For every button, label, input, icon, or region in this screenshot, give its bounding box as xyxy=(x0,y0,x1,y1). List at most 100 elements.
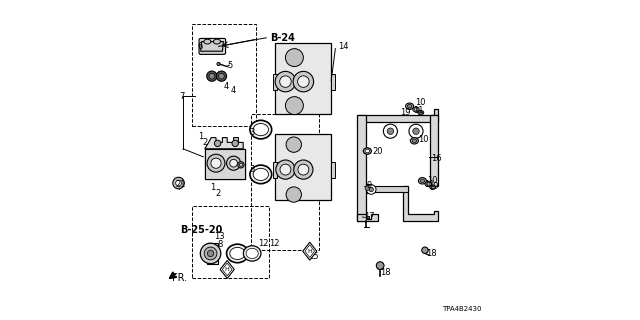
Text: 3: 3 xyxy=(249,165,254,174)
Circle shape xyxy=(232,140,238,147)
Bar xyxy=(207,243,218,264)
Text: FR.: FR. xyxy=(172,273,188,284)
Circle shape xyxy=(175,180,182,186)
Ellipse shape xyxy=(204,39,211,44)
Text: 3: 3 xyxy=(249,128,254,137)
Text: 15: 15 xyxy=(308,252,318,261)
Text: 10: 10 xyxy=(418,135,428,144)
Polygon shape xyxy=(357,109,438,122)
Text: 21: 21 xyxy=(175,180,186,188)
Circle shape xyxy=(239,163,243,166)
Text: 20: 20 xyxy=(372,147,383,156)
Text: H: H xyxy=(307,249,312,254)
Text: 5: 5 xyxy=(227,61,232,70)
Text: 11: 11 xyxy=(424,180,435,188)
Bar xyxy=(331,162,335,178)
Circle shape xyxy=(298,76,309,87)
Circle shape xyxy=(286,137,301,152)
Text: 18: 18 xyxy=(426,249,437,258)
Circle shape xyxy=(285,97,303,115)
Polygon shape xyxy=(220,260,234,278)
Circle shape xyxy=(285,49,303,67)
Polygon shape xyxy=(366,186,408,192)
Bar xyxy=(365,185,370,192)
Polygon shape xyxy=(205,149,245,179)
Circle shape xyxy=(230,159,237,167)
Ellipse shape xyxy=(213,39,220,44)
Ellipse shape xyxy=(243,246,261,261)
Polygon shape xyxy=(205,138,243,149)
Bar xyxy=(192,206,269,278)
Text: 12: 12 xyxy=(269,239,279,248)
Circle shape xyxy=(367,185,376,194)
Text: 7: 7 xyxy=(179,92,184,100)
Text: 1: 1 xyxy=(211,183,216,192)
Text: 10: 10 xyxy=(415,98,426,107)
Ellipse shape xyxy=(227,244,248,263)
Text: 10: 10 xyxy=(428,176,438,185)
Circle shape xyxy=(200,243,221,264)
Text: 1: 1 xyxy=(198,132,203,140)
Text: B-24: B-24 xyxy=(270,33,295,44)
Bar xyxy=(251,114,319,250)
Ellipse shape xyxy=(425,181,431,187)
Circle shape xyxy=(387,128,394,134)
Ellipse shape xyxy=(250,165,272,184)
Text: 19: 19 xyxy=(428,182,438,191)
Circle shape xyxy=(276,160,295,179)
Circle shape xyxy=(293,71,314,92)
Bar xyxy=(273,162,278,178)
Circle shape xyxy=(173,177,184,189)
Polygon shape xyxy=(430,115,438,186)
FancyBboxPatch shape xyxy=(199,38,226,54)
Text: 2: 2 xyxy=(215,189,221,198)
Text: 11: 11 xyxy=(413,106,423,115)
Bar xyxy=(331,74,335,90)
Circle shape xyxy=(216,71,227,81)
Text: 4: 4 xyxy=(224,82,229,91)
Ellipse shape xyxy=(431,186,435,188)
Text: 4: 4 xyxy=(231,86,236,95)
Polygon shape xyxy=(201,42,223,51)
Ellipse shape xyxy=(250,120,272,139)
Bar xyxy=(205,149,245,179)
Bar xyxy=(192,24,256,126)
Circle shape xyxy=(298,164,309,175)
Ellipse shape xyxy=(418,110,424,115)
Circle shape xyxy=(383,124,397,138)
Circle shape xyxy=(365,186,370,190)
Circle shape xyxy=(409,124,423,138)
Circle shape xyxy=(280,164,291,175)
Ellipse shape xyxy=(253,124,269,136)
Bar xyxy=(364,184,371,193)
Circle shape xyxy=(369,187,374,192)
Polygon shape xyxy=(223,263,232,276)
Circle shape xyxy=(207,250,214,257)
Text: 6: 6 xyxy=(198,42,203,51)
Ellipse shape xyxy=(410,138,419,144)
Ellipse shape xyxy=(408,105,412,108)
Circle shape xyxy=(209,73,215,79)
Ellipse shape xyxy=(419,111,422,114)
Polygon shape xyxy=(357,214,378,221)
Text: 9: 9 xyxy=(366,181,372,190)
Circle shape xyxy=(280,76,291,87)
Circle shape xyxy=(227,156,241,170)
Polygon shape xyxy=(305,245,315,258)
Circle shape xyxy=(207,154,225,172)
Ellipse shape xyxy=(253,168,269,180)
Ellipse shape xyxy=(406,103,413,109)
Circle shape xyxy=(275,71,296,92)
Text: 12: 12 xyxy=(258,239,268,248)
Text: TPA4B2430: TPA4B2430 xyxy=(442,306,481,312)
Bar xyxy=(275,134,332,200)
Ellipse shape xyxy=(364,148,371,154)
Bar xyxy=(273,74,278,90)
Ellipse shape xyxy=(419,178,426,184)
Text: H: H xyxy=(225,267,230,272)
Circle shape xyxy=(217,62,220,66)
Text: 16: 16 xyxy=(431,154,442,163)
Text: 14: 14 xyxy=(339,42,349,51)
Polygon shape xyxy=(357,115,366,221)
Ellipse shape xyxy=(414,108,418,111)
